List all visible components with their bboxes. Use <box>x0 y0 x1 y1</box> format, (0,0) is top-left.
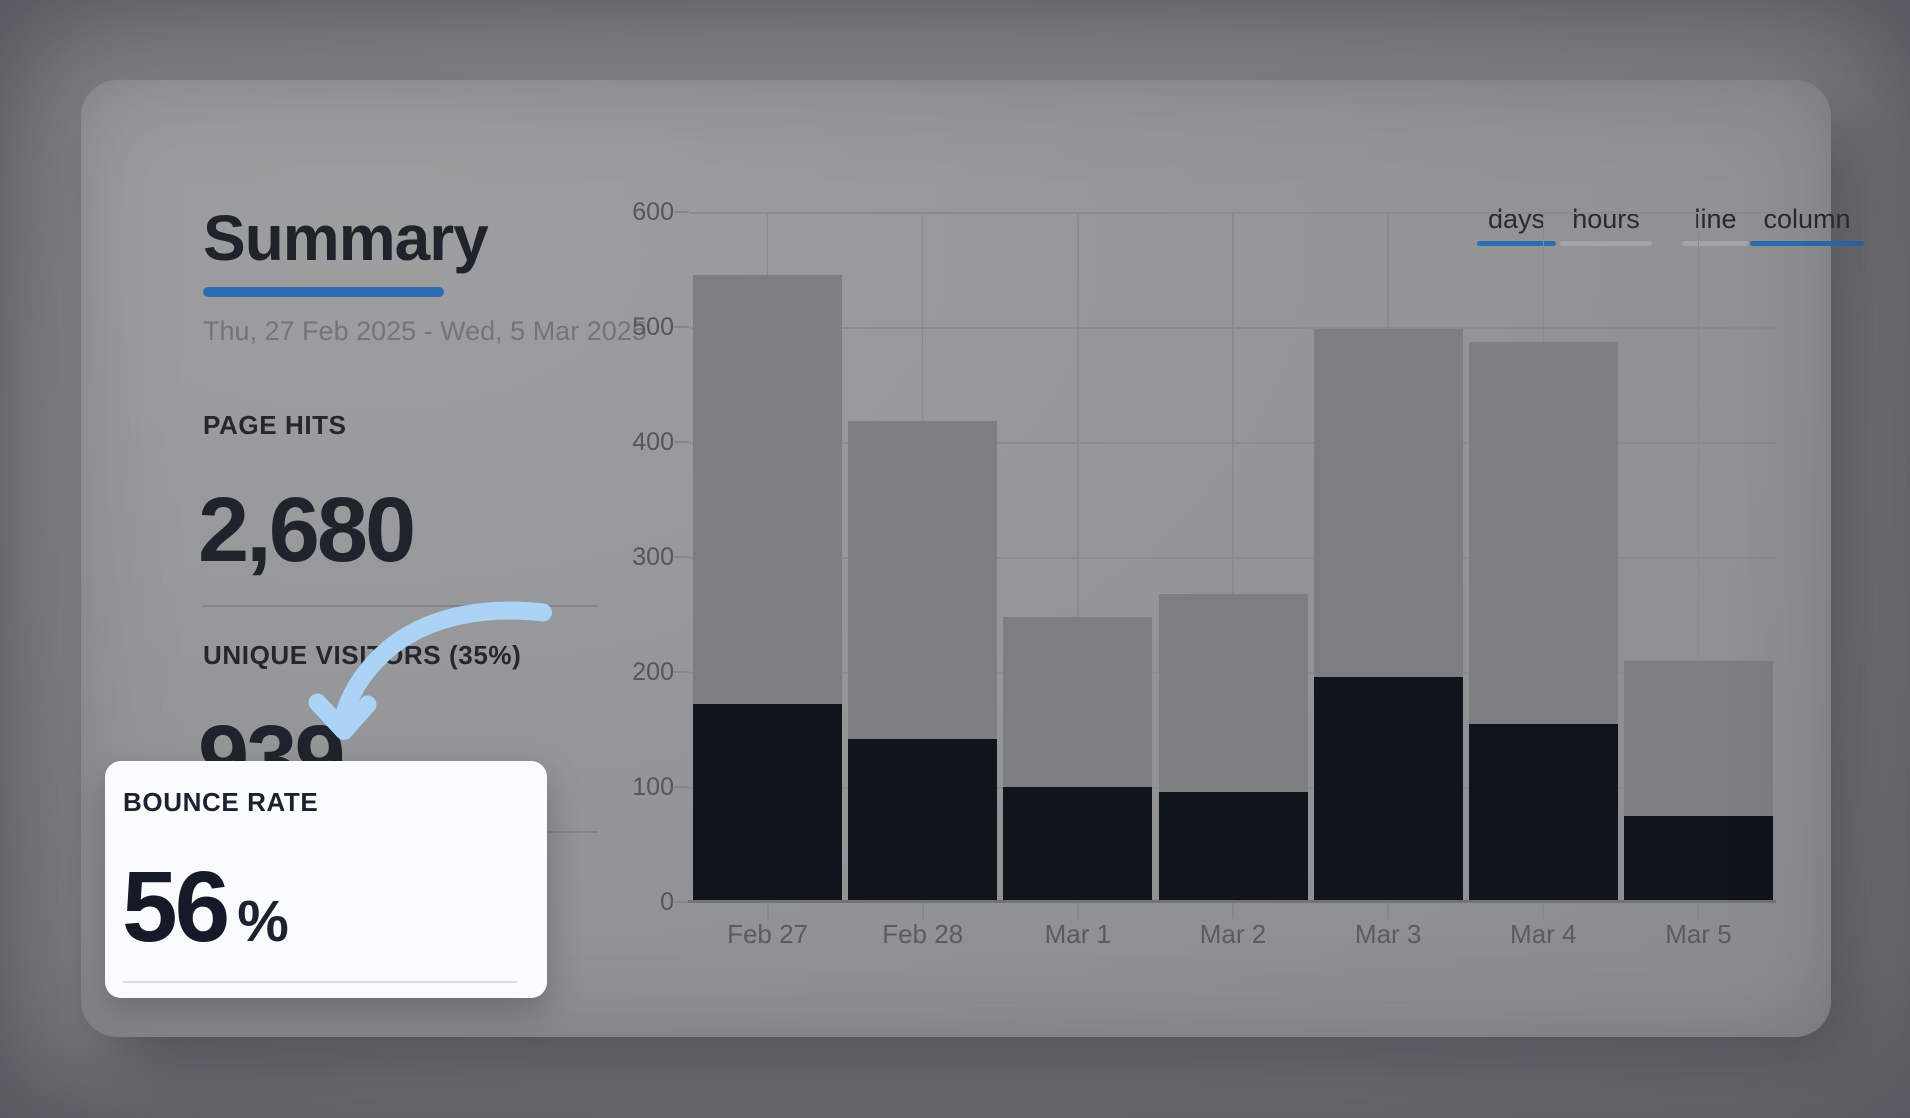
toggle-line-underline <box>1682 241 1749 246</box>
page-title: Summary <box>203 202 489 274</box>
bounce-rate-value: 56% <box>122 857 289 957</box>
toggle-column-underline <box>1750 241 1864 246</box>
x-axis-tick-feb-28 <box>921 903 924 919</box>
toggle-column-label: column <box>1763 204 1851 234</box>
bar-unique-visitors-mar-4[interactable] <box>1468 723 1618 901</box>
y-axis-label-400: 400 <box>632 428 674 456</box>
x-axis-tick-mar-2 <box>1232 903 1234 919</box>
title-accent-bar <box>203 287 444 297</box>
bar-unique-visitors-mar-3[interactable] <box>1313 676 1463 901</box>
page-hits-label: PAGE HITS <box>203 410 347 440</box>
x-axis-line <box>688 900 1776 903</box>
x-axis-tick-mar-5 <box>1697 903 1700 919</box>
toggle-line[interactable]: line <box>1682 206 1749 248</box>
y-axis-tick <box>674 556 689 558</box>
toggle-days[interactable]: days <box>1477 206 1556 248</box>
x-axis-label-mar-5: Mar 5 <box>1665 919 1732 949</box>
y-axis-tick <box>674 211 689 213</box>
divider <box>203 605 598 607</box>
x-axis-label-feb-28: Feb 28 <box>882 919 964 949</box>
date-range: Thu, 27 Feb 2025 - Wed, 5 Mar 2025 <box>203 316 647 346</box>
toggle-hours[interactable]: hours <box>1560 206 1652 248</box>
toggle-hours-underline <box>1560 241 1652 246</box>
x-axis-label-mar-1: Mar 1 <box>1044 919 1112 949</box>
y-axis-tick <box>674 901 689 903</box>
x-axis-label-mar-3: Mar 3 <box>1354 919 1422 949</box>
toggle-column[interactable]: column <box>1750 206 1864 248</box>
bar-unique-visitors-mar-1[interactable] <box>1003 787 1153 901</box>
bar-unique-visitors-feb-28[interactable] <box>848 738 998 901</box>
x-axis-tick-mar-4 <box>1542 903 1545 919</box>
x-axis-tick-mar-1 <box>1076 903 1079 919</box>
toggle-days-label: days <box>1487 204 1546 234</box>
y-axis-tick <box>674 441 689 443</box>
y-axis-label-500: 500 <box>632 313 674 341</box>
bounce-rate-card: BOUNCE RATE 56% <box>105 761 547 998</box>
y-axis-label-200: 200 <box>632 658 674 686</box>
gridline-x-3 <box>1232 212 1234 900</box>
bounce-rate-number: 56 <box>122 851 230 963</box>
x-axis-label-mar-2: Mar 2 <box>1199 919 1267 949</box>
x-axis-label-mar-4: Mar 4 <box>1510 919 1577 949</box>
unique-visitors-label: UNIQUE VISITORS (35%) <box>203 640 522 670</box>
y-axis-tick <box>674 326 689 328</box>
y-axis-label-100: 100 <box>632 773 674 801</box>
y-axis-label-0: 0 <box>660 888 674 916</box>
y-axis-tick <box>674 786 689 788</box>
x-axis-label-feb-27: Feb 27 <box>727 919 809 949</box>
bar-unique-visitors-mar-5[interactable] <box>1623 815 1773 901</box>
bounce-rate-label: BOUNCE RATE <box>123 787 319 817</box>
toggle-days-underline <box>1477 241 1556 246</box>
gridline-x-6 <box>1697 212 1700 900</box>
bar-unique-visitors-mar-2[interactable] <box>1158 791 1308 901</box>
percent-sign: % <box>237 889 289 954</box>
y-axis-label-300: 300 <box>632 543 674 571</box>
toggle-hours-label: hours <box>1572 204 1640 234</box>
y-axis-tick <box>674 671 689 673</box>
gridline-x-2 <box>1077 212 1079 900</box>
x-axis-tick-mar-3 <box>1387 903 1390 919</box>
bar-unique-visitors-feb-27[interactable] <box>693 704 843 901</box>
page-hits-value: 2,680 <box>198 479 416 581</box>
y-axis-label-600: 600 <box>632 198 674 226</box>
x-axis-tick-feb-27 <box>766 903 769 919</box>
toggle-line-label: line <box>1694 204 1737 234</box>
divider <box>123 981 517 983</box>
